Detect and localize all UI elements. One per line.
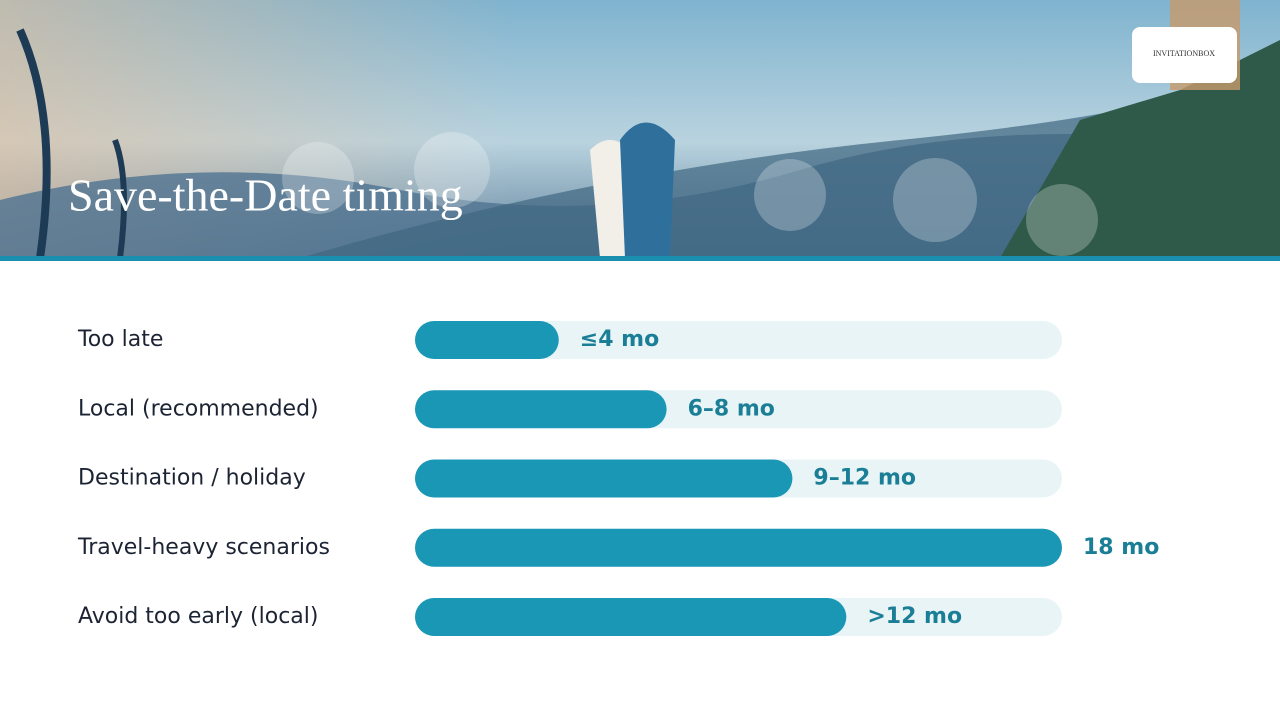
logo-box: [1132, 27, 1237, 83]
bar: [415, 321, 559, 359]
value-label: 18 mo: [1083, 535, 1159, 560]
category-label: Local (recommended): [78, 396, 319, 421]
value-label: 6–8 mo: [688, 396, 775, 421]
category-label: Travel-heavy scenarios: [77, 535, 330, 560]
bar-track: [415, 321, 1062, 359]
value-label: ≤4 mo: [580, 327, 659, 352]
bar: [415, 528, 1062, 567]
category-label: Too late: [77, 327, 163, 352]
logo: INVITATIONBOX: [1153, 49, 1215, 58]
bar: [415, 459, 793, 498]
bar: [415, 598, 847, 636]
chart-title: Save-the-Date timing: [68, 170, 463, 221]
bar: [415, 390, 667, 429]
header-image: [0, 0, 1280, 261]
category-label: Avoid too early (local): [78, 604, 318, 629]
value-label: 9–12 mo: [813, 466, 916, 491]
category-label: Destination / holiday: [78, 466, 306, 491]
value-label: >12 mo: [867, 604, 962, 629]
